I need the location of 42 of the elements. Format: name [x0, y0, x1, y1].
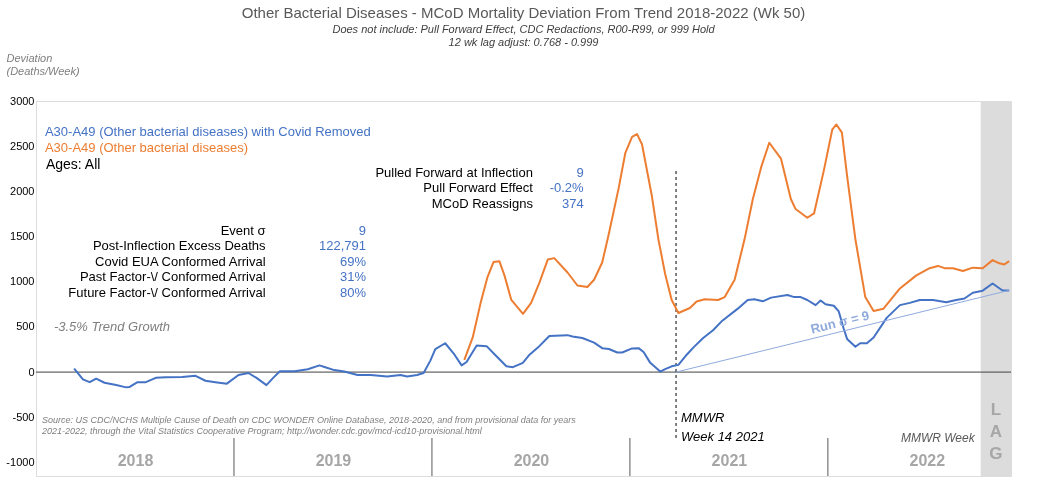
x-tick-label: 2021 [711, 451, 748, 469]
annotation: Post-Inflection Excess Deaths [92, 238, 267, 254]
y-tick-label: -500 [12, 410, 35, 423]
ref-line-label: MMWR Week 14 2021 [681, 410, 765, 445]
annotation: Source: US CDC/NCHS Multiple Cause of Death on CDC WONDER Online Database, 2018-2020, and from provisional data for years [41, 414, 577, 425]
annotation: 374 [561, 195, 584, 211]
annotation: 69% [339, 253, 367, 269]
annotation: 122,791 [318, 238, 366, 254]
y-tick-label: 1500 [10, 230, 35, 243]
annotation: 2021-2022, through the Vital Statistics Cooperative Program; http://wonder.cdc.gov/mcd-icd10-provisional.html [40, 426, 483, 437]
annotation: Covid EUA Conformed Arrival [95, 253, 266, 269]
y-tick-label: -1000 [6, 455, 35, 468]
annotation: 31% [339, 269, 367, 285]
annotation: Past Factor-\/ Conformed Arrival [79, 269, 266, 285]
annotation: Pulled Forward at Inflection [375, 164, 533, 180]
x-tick-label: 2022 [909, 451, 946, 469]
y-tick-label: 3000 [10, 94, 35, 107]
annotation: 9 [576, 164, 584, 180]
annotation: Ages: All [45, 155, 101, 172]
annotation: Event σ [220, 222, 266, 238]
annotation: MCoD Reassigns [431, 195, 534, 211]
text: A30-A49 (Other bacterial diseases) with Covid Removed [44, 124, 371, 140]
y-tick-label: 2000 [10, 184, 35, 197]
x-axis-title: MMWR Week [900, 430, 976, 445]
chart-subtitle: Does not include: Pull Forward Effect, CDC Redactions, R00-R99, or 999 Hold 12 wk lag adjust: 0.768 - 0.999 [332, 23, 716, 48]
y-tick-label: 2500 [10, 139, 35, 152]
annotation: -3.5% Trend Growth [53, 319, 170, 335]
chart-title: Other Bacterial Diseases - MCoD Mortality Deviation From Trend 2018-2022 (Wk 50) [241, 4, 806, 21]
y-tick-label: 500 [16, 320, 35, 333]
x-tick-label: 2018 [117, 451, 154, 469]
annotation: -0.2% [549, 180, 585, 196]
text: A30-A49 (Other bacterial diseases) [44, 139, 248, 155]
annotation: 80% [339, 284, 367, 300]
annotation: Future Factor-\/ Conformed Arrival [68, 284, 266, 300]
y-tick-label: 0 [28, 365, 35, 378]
y-tick-label: 1000 [10, 275, 35, 288]
y-axis-title: Deviation (Deaths/Week) [6, 51, 80, 77]
text: Run σ = 9 [809, 307, 871, 337]
x-tick-label: 2019 [315, 451, 352, 469]
annotation: Pull Forward Effect [423, 180, 534, 196]
annotation: 9 [358, 222, 366, 238]
x-tick-label: 2020 [513, 451, 550, 469]
